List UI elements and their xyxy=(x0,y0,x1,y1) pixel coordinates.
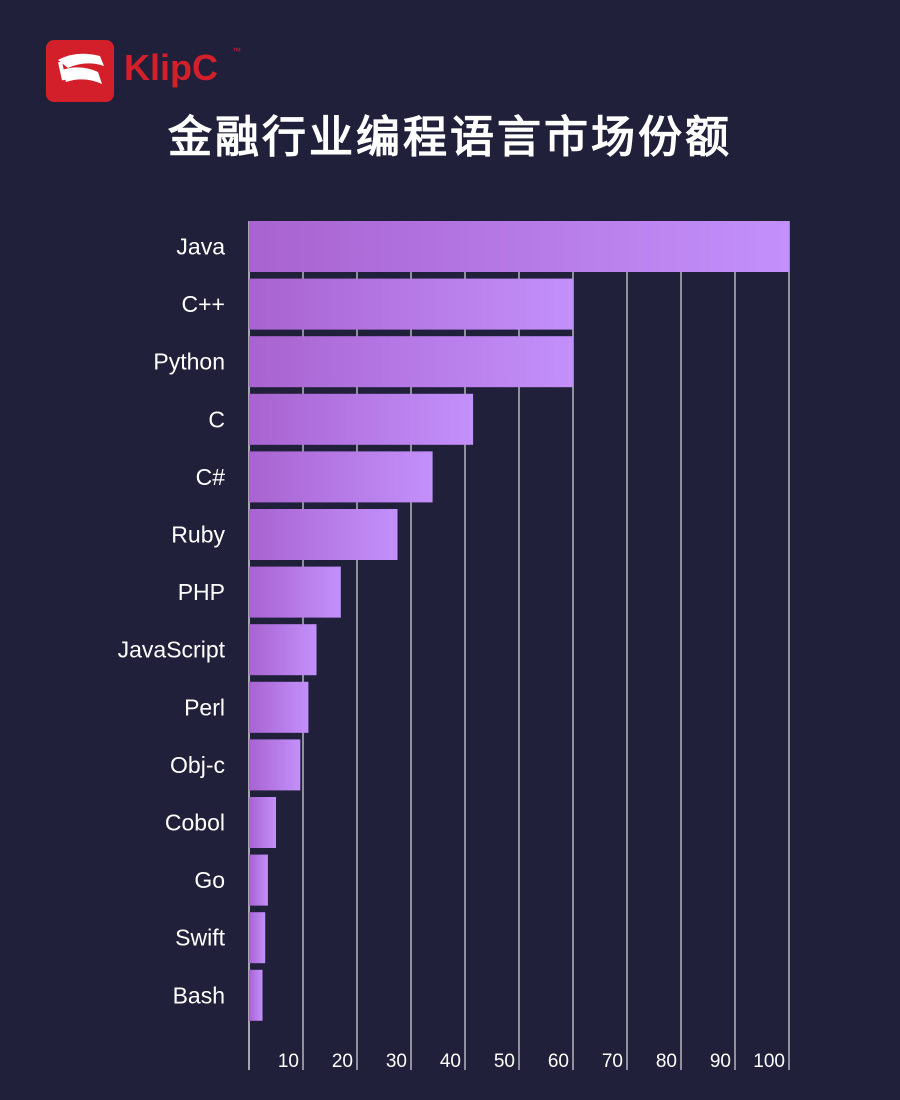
category-label: Go xyxy=(194,867,225,893)
x-tick-label: 40 xyxy=(440,1051,461,1072)
x-tick-label: 100 xyxy=(753,1051,785,1072)
category-label: JavaScript xyxy=(118,637,226,663)
x-tick-label: 20 xyxy=(332,1051,353,1072)
x-tick-labels: 10 20 30 40 50 60 70 80 90 100 xyxy=(278,1051,785,1072)
x-tick-label: 50 xyxy=(494,1051,515,1072)
bar xyxy=(249,566,341,618)
bar xyxy=(249,681,309,733)
bar xyxy=(249,509,398,560)
bar xyxy=(249,797,276,848)
bar xyxy=(249,451,433,503)
x-tick-label: 70 xyxy=(602,1051,623,1072)
category-label: Java xyxy=(176,234,225,260)
category-label: C# xyxy=(196,464,226,490)
category-label: C++ xyxy=(182,291,225,317)
bars xyxy=(249,221,789,1021)
bar xyxy=(249,912,266,964)
category-labels: Java C++ Python C C# Ruby PHP JavaScript Perl Obj… xyxy=(118,234,226,1009)
category-label: Cobol xyxy=(165,810,225,836)
x-tick-label: 80 xyxy=(656,1051,677,1072)
brand-name: KlipC xyxy=(124,47,218,88)
x-tick-label: 30 xyxy=(386,1051,407,1072)
bar xyxy=(249,336,573,388)
brand-trademark: ™ xyxy=(232,46,241,56)
x-tick-label: 10 xyxy=(278,1051,299,1072)
bar xyxy=(249,969,263,1021)
logo-icon xyxy=(46,40,114,102)
category-label: Perl xyxy=(184,694,225,720)
category-label: Python xyxy=(153,349,225,375)
bar xyxy=(249,278,573,330)
x-tick-label: 90 xyxy=(710,1051,731,1072)
bar xyxy=(249,221,789,272)
category-label: PHP xyxy=(178,579,225,605)
bar xyxy=(249,854,268,906)
category-label: C xyxy=(208,406,225,432)
bar xyxy=(249,739,301,791)
category-label: Obj-c xyxy=(170,752,225,778)
category-label: Bash xyxy=(173,982,225,1008)
bar xyxy=(249,393,474,445)
category-label: Ruby xyxy=(171,522,225,548)
bar xyxy=(249,624,317,676)
chart-title: 金融行业编程语言市场份额 xyxy=(168,112,732,163)
x-tick-label: 60 xyxy=(548,1051,569,1072)
category-label: Swift xyxy=(175,925,225,951)
